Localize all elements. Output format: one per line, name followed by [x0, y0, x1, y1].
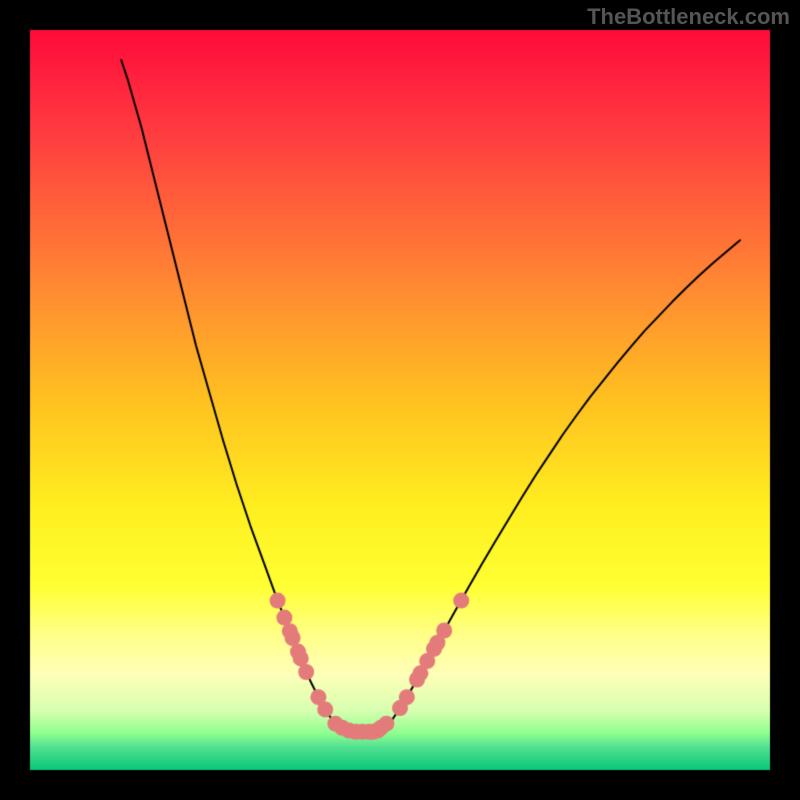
watermark-text: TheBottleneck.com	[587, 4, 790, 30]
bottleneck-chart	[0, 0, 800, 800]
